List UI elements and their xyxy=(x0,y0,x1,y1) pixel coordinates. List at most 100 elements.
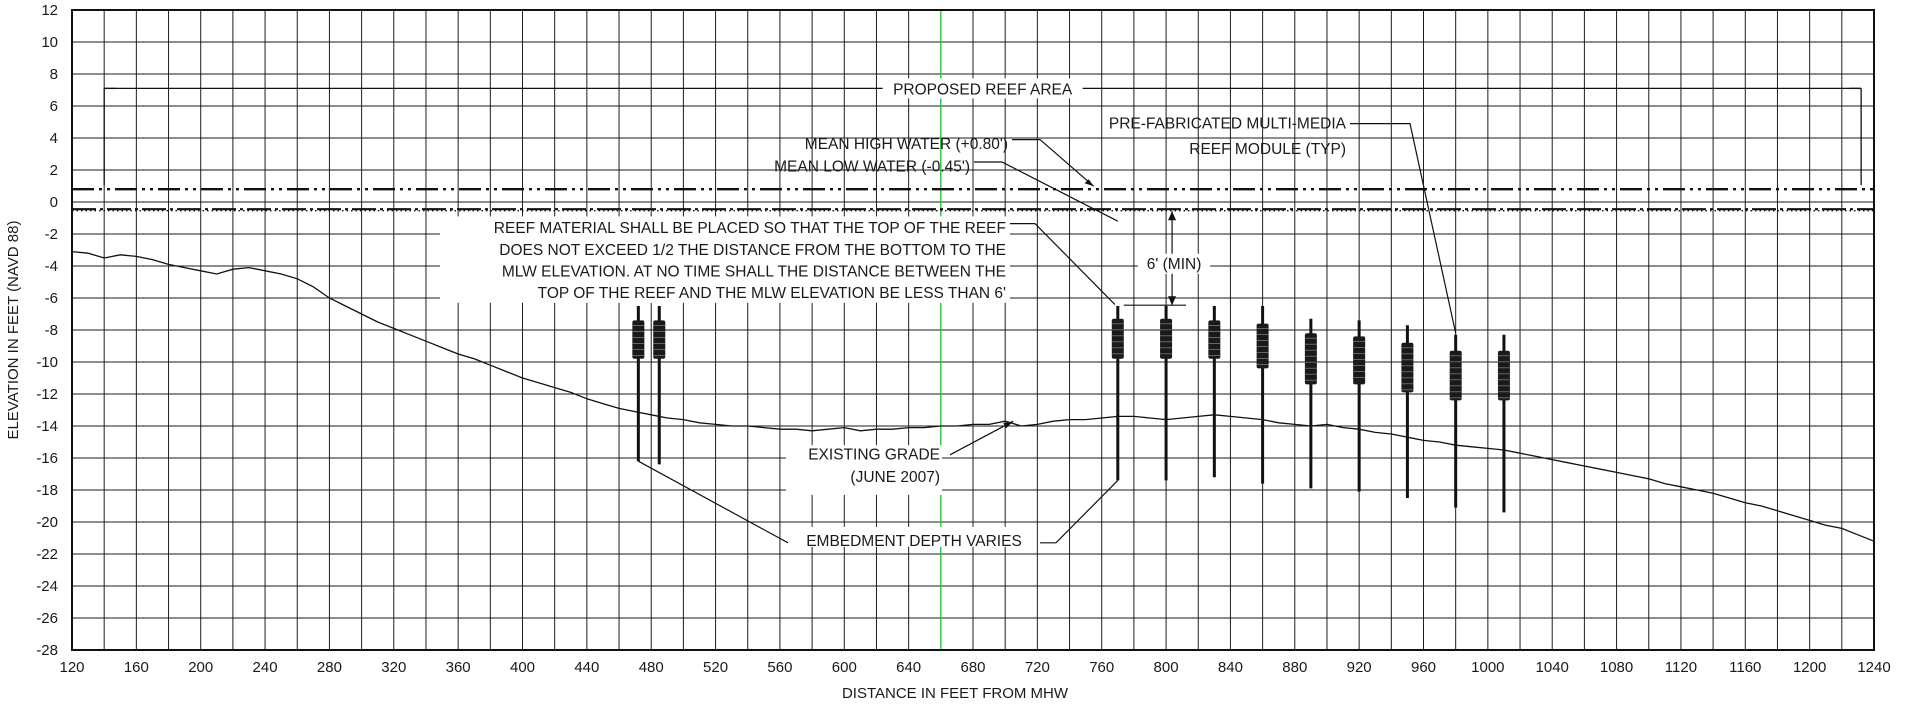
x-tick-label: 640 xyxy=(896,659,921,676)
y-tick-label: -26 xyxy=(36,610,58,627)
x-tick-label: 280 xyxy=(317,659,342,676)
x-tick-label: 520 xyxy=(703,659,728,676)
x-tick-label: 1040 xyxy=(1536,659,1569,676)
y-tick-label: 12 xyxy=(41,2,58,19)
min-dimension-label-background xyxy=(1138,253,1211,274)
y-tick-label: -28 xyxy=(36,642,58,659)
plot-frame xyxy=(71,9,1875,651)
x-tick-label: 360 xyxy=(446,659,471,676)
reef-area-label: PROPOSED REEF AREA xyxy=(893,81,1073,98)
existing-grade-label-line2: (JUNE 2007) xyxy=(850,469,940,486)
mlw-leader xyxy=(974,161,1119,222)
y-tick-label: -18 xyxy=(36,482,58,499)
mhw-leader xyxy=(1012,139,1095,187)
x-tick-label: 600 xyxy=(832,659,857,676)
y-tick-label: 4 xyxy=(50,130,58,147)
reef-module-body xyxy=(1111,318,1124,359)
x-tick-label: 160 xyxy=(124,659,149,676)
y-tick-label: -16 xyxy=(36,450,58,467)
reef-module-body xyxy=(1497,350,1510,401)
existing-grade-leader-arrow xyxy=(1003,421,1014,429)
y-tick-label: 6 xyxy=(50,98,58,115)
reef-area-label-background xyxy=(884,78,1081,99)
reef-module-body xyxy=(1353,336,1366,385)
x-tick-label: 560 xyxy=(767,659,792,676)
leader-lines xyxy=(638,122,1457,544)
reef-module-body xyxy=(632,320,645,359)
y-tick-label: -10 xyxy=(36,354,58,371)
x-axis-title: DISTANCE IN FEET FROM MHW xyxy=(842,685,1069,702)
existing-grade-label-background xyxy=(786,445,942,495)
grid xyxy=(71,9,1875,651)
reef-modules xyxy=(632,306,1510,513)
x-tick-label: 1000 xyxy=(1471,659,1504,676)
reef-note-leader xyxy=(1010,223,1116,305)
y-tick-label: -12 xyxy=(36,386,58,403)
x-tick-label: 400 xyxy=(510,659,535,676)
y-tick-label: -8 xyxy=(45,322,58,339)
reef-module-body xyxy=(1449,350,1462,401)
x-tick-label: 440 xyxy=(574,659,599,676)
x-tick-label: 800 xyxy=(1154,659,1179,676)
reef-note-line2: DOES NOT EXCEED 1/2 THE DISTANCE FROM TH… xyxy=(499,242,1006,259)
x-tick-label: 920 xyxy=(1347,659,1372,676)
reef-note-line4: TOP OF THE REEF AND THE MLW ELEVATION BE… xyxy=(538,285,1006,302)
existing-grade-label-line1: EXISTING GRADE xyxy=(808,447,940,464)
proposed-reef-area-dimension: PROPOSED REEF AREA xyxy=(103,78,1862,186)
x-tick-label: 1200 xyxy=(1793,659,1826,676)
reef-module-body xyxy=(1304,333,1317,385)
y-axis-title: ELEVATION IN FEET (NAVD 88) xyxy=(5,221,22,440)
mhw-leader-arrow xyxy=(1084,179,1094,187)
reef-note-line1: REEF MATERIAL SHALL BE PLACED SO THAT TH… xyxy=(494,220,1006,237)
y-tick-label: -24 xyxy=(36,578,58,595)
x-tick-label: 120 xyxy=(59,659,84,676)
x-tick-label: 720 xyxy=(1025,659,1050,676)
y-tick-label: -22 xyxy=(36,546,58,563)
x-tick-label: 320 xyxy=(381,659,406,676)
y-tick-label: 2 xyxy=(50,162,58,179)
min-dimension-label: 6' (MIN) xyxy=(1147,256,1202,273)
axis-ticks: 120 160 200 240 280 320 360 400 440 480 520 560 600 6… xyxy=(36,2,1890,676)
x-tick-label: 680 xyxy=(960,659,985,676)
min-dimension-arrow-top xyxy=(1168,211,1177,221)
reef-module-body xyxy=(1401,342,1414,393)
mean-low-water-label: MEAN LOW WATER (-0.45') xyxy=(774,159,970,176)
x-tick-label: 840 xyxy=(1218,659,1243,676)
x-tick-label: 960 xyxy=(1411,659,1436,676)
embedment-leader-left xyxy=(638,460,789,544)
annotation-labels: MEAN HIGH WATER (+0.80') MEAN LOW WATER … xyxy=(440,115,1347,550)
x-tick-label: 1160 xyxy=(1729,659,1761,676)
reef-note-background xyxy=(440,216,1010,303)
embedment-leader-right xyxy=(1040,479,1119,544)
y-tick-label: 0 xyxy=(50,194,58,211)
x-tick-label: 1080 xyxy=(1600,659,1633,676)
reef-module-leader xyxy=(1350,122,1457,334)
x-tick-label: 200 xyxy=(188,659,213,676)
x-tick-label: 480 xyxy=(639,659,664,676)
x-tick-label: 760 xyxy=(1089,659,1114,676)
y-tick-label: -14 xyxy=(36,418,58,435)
y-tick-label: 10 xyxy=(41,34,58,51)
reef-module-body xyxy=(1256,323,1269,369)
existing-grade-leader xyxy=(949,420,1014,456)
y-tick-label: 8 xyxy=(50,66,58,83)
reef-note-line3: MLW ELEVATION. AT NO TIME SHALL THE DIST… xyxy=(502,263,1006,280)
min-dimension-arrow-bottom xyxy=(1168,296,1177,306)
mean-high-water-label: MEAN HIGH WATER (+0.80') xyxy=(805,136,1008,153)
x-tick-label: 1120 xyxy=(1665,659,1697,676)
embedment-depth-label: EMBEDMENT DEPTH VARIES xyxy=(806,533,1022,550)
embedment-label-background xyxy=(792,526,1036,547)
x-tick-label: 880 xyxy=(1282,659,1307,676)
y-tick-label: -6 xyxy=(45,290,58,307)
y-tick-label: -4 xyxy=(45,258,58,275)
existing-grade-line xyxy=(71,250,1875,542)
reef-module-body xyxy=(1208,320,1221,359)
reef-module-body xyxy=(1160,318,1173,359)
reef-module-body xyxy=(653,320,666,359)
y-tick-label: -20 xyxy=(36,514,58,531)
x-tick-label: 240 xyxy=(253,659,278,676)
reef-module-label-line2: REEF MODULE (TYP) xyxy=(1189,141,1346,158)
y-tick-label: -2 xyxy=(45,226,58,243)
reef-module-label-line1: PRE-FABRICATED MULTI-MEDIA xyxy=(1109,115,1347,132)
